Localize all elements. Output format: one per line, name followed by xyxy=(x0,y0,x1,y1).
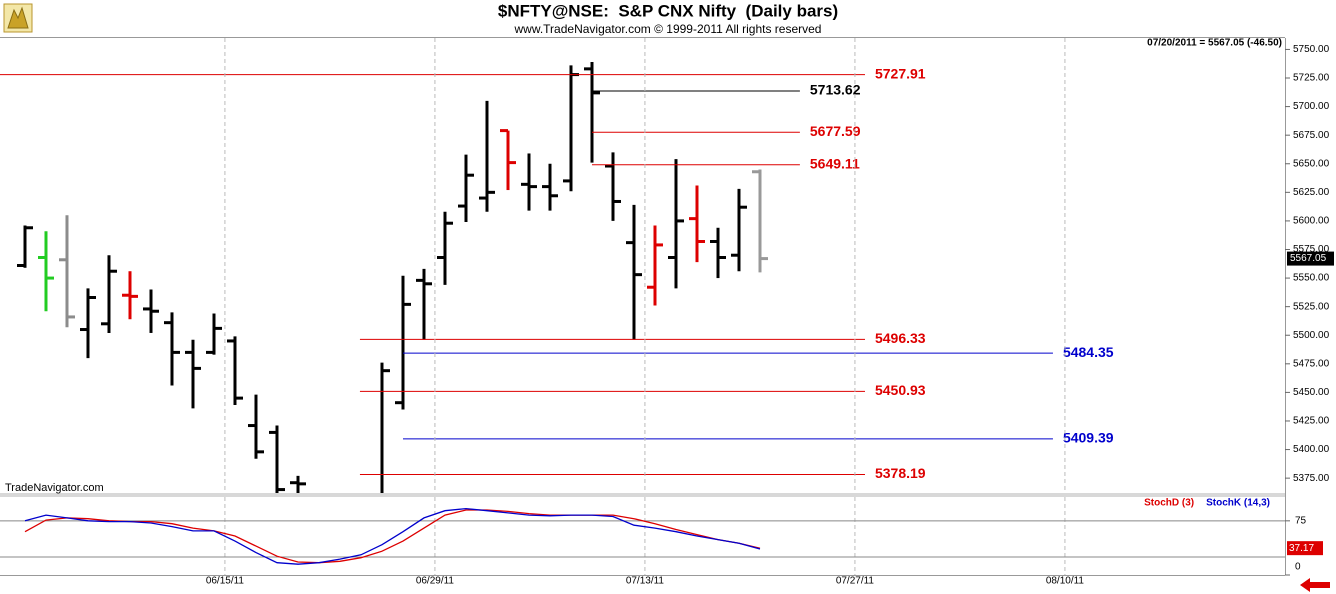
legend-entry: StochK (14,3) xyxy=(1206,498,1270,509)
y-tick-label: 5475.00 xyxy=(1293,358,1330,369)
x-tick-label: 06/15/11 xyxy=(206,576,245,587)
level-label: 5450.93 xyxy=(875,382,926,398)
y-tick-label: 5600.00 xyxy=(1293,216,1330,227)
scroll-arrow[interactable] xyxy=(1300,578,1330,592)
x-tick-label: 07/13/11 xyxy=(626,576,665,587)
y-tick-label: 5550.00 xyxy=(1293,273,1330,284)
chart-subtitle: www.TradeNavigator.com © 1999-2011 All r… xyxy=(514,22,822,36)
y-tick-label: 5525.00 xyxy=(1293,301,1330,312)
legend-entry: StochD (3) xyxy=(1144,498,1194,509)
panel-separator xyxy=(0,493,1285,497)
level-label: 5409.39 xyxy=(1063,430,1114,446)
y-tick-label: 5625.00 xyxy=(1293,187,1330,198)
logo xyxy=(3,3,33,33)
x-tick-label: 08/10/11 xyxy=(1046,576,1085,587)
last-price-label: 5567.05 xyxy=(1290,253,1327,264)
level-label: 5713.62 xyxy=(810,82,861,98)
last-price-box xyxy=(1287,251,1334,266)
chart-title: $NFTY@NSE: S&P CNX Nifty (Daily bars) xyxy=(498,1,838,20)
level-label: 5496.33 xyxy=(875,330,926,346)
y-tick-label: 5725.00 xyxy=(1293,73,1330,84)
stoch-line xyxy=(24,509,761,564)
y-tick-label: 5675.00 xyxy=(1293,130,1330,141)
y-tick-label: 5450.00 xyxy=(1293,387,1330,398)
y-tick-label: 5425.00 xyxy=(1293,416,1330,427)
y-tick-label: 5375.00 xyxy=(1293,473,1330,484)
last-value-box xyxy=(1287,541,1323,556)
y-tick-label: 5700.00 xyxy=(1293,101,1330,112)
y-tick-label: 5500.00 xyxy=(1293,330,1330,341)
x-tick-label: 06/29/11 xyxy=(416,576,455,587)
level-label: 5727.91 xyxy=(875,65,926,81)
stoch-line xyxy=(24,507,761,565)
y-tick-label: 0 xyxy=(1295,562,1301,573)
y-tick-label: 5750.00 xyxy=(1293,44,1330,55)
last-value-label: 37.17 xyxy=(1289,543,1314,554)
y-tick-label: 75 xyxy=(1295,515,1307,526)
x-tick-label: 07/27/11 xyxy=(836,576,875,587)
y-tick-label: 5575.00 xyxy=(1293,244,1330,255)
price-annotation: 07/20/2011 = 5567.05 (-46.50) xyxy=(1147,38,1282,49)
level-label: 5677.59 xyxy=(810,123,861,139)
level-label: 5649.11 xyxy=(810,155,860,171)
y-tick-label: 5400.00 xyxy=(1293,444,1330,455)
price-plot xyxy=(16,62,768,493)
level-label: 5378.19 xyxy=(875,465,926,481)
y-tick-label: 5650.00 xyxy=(1293,158,1330,169)
watermark: TradeNavigator.com xyxy=(5,482,104,494)
level-label: 5484.35 xyxy=(1063,344,1114,360)
